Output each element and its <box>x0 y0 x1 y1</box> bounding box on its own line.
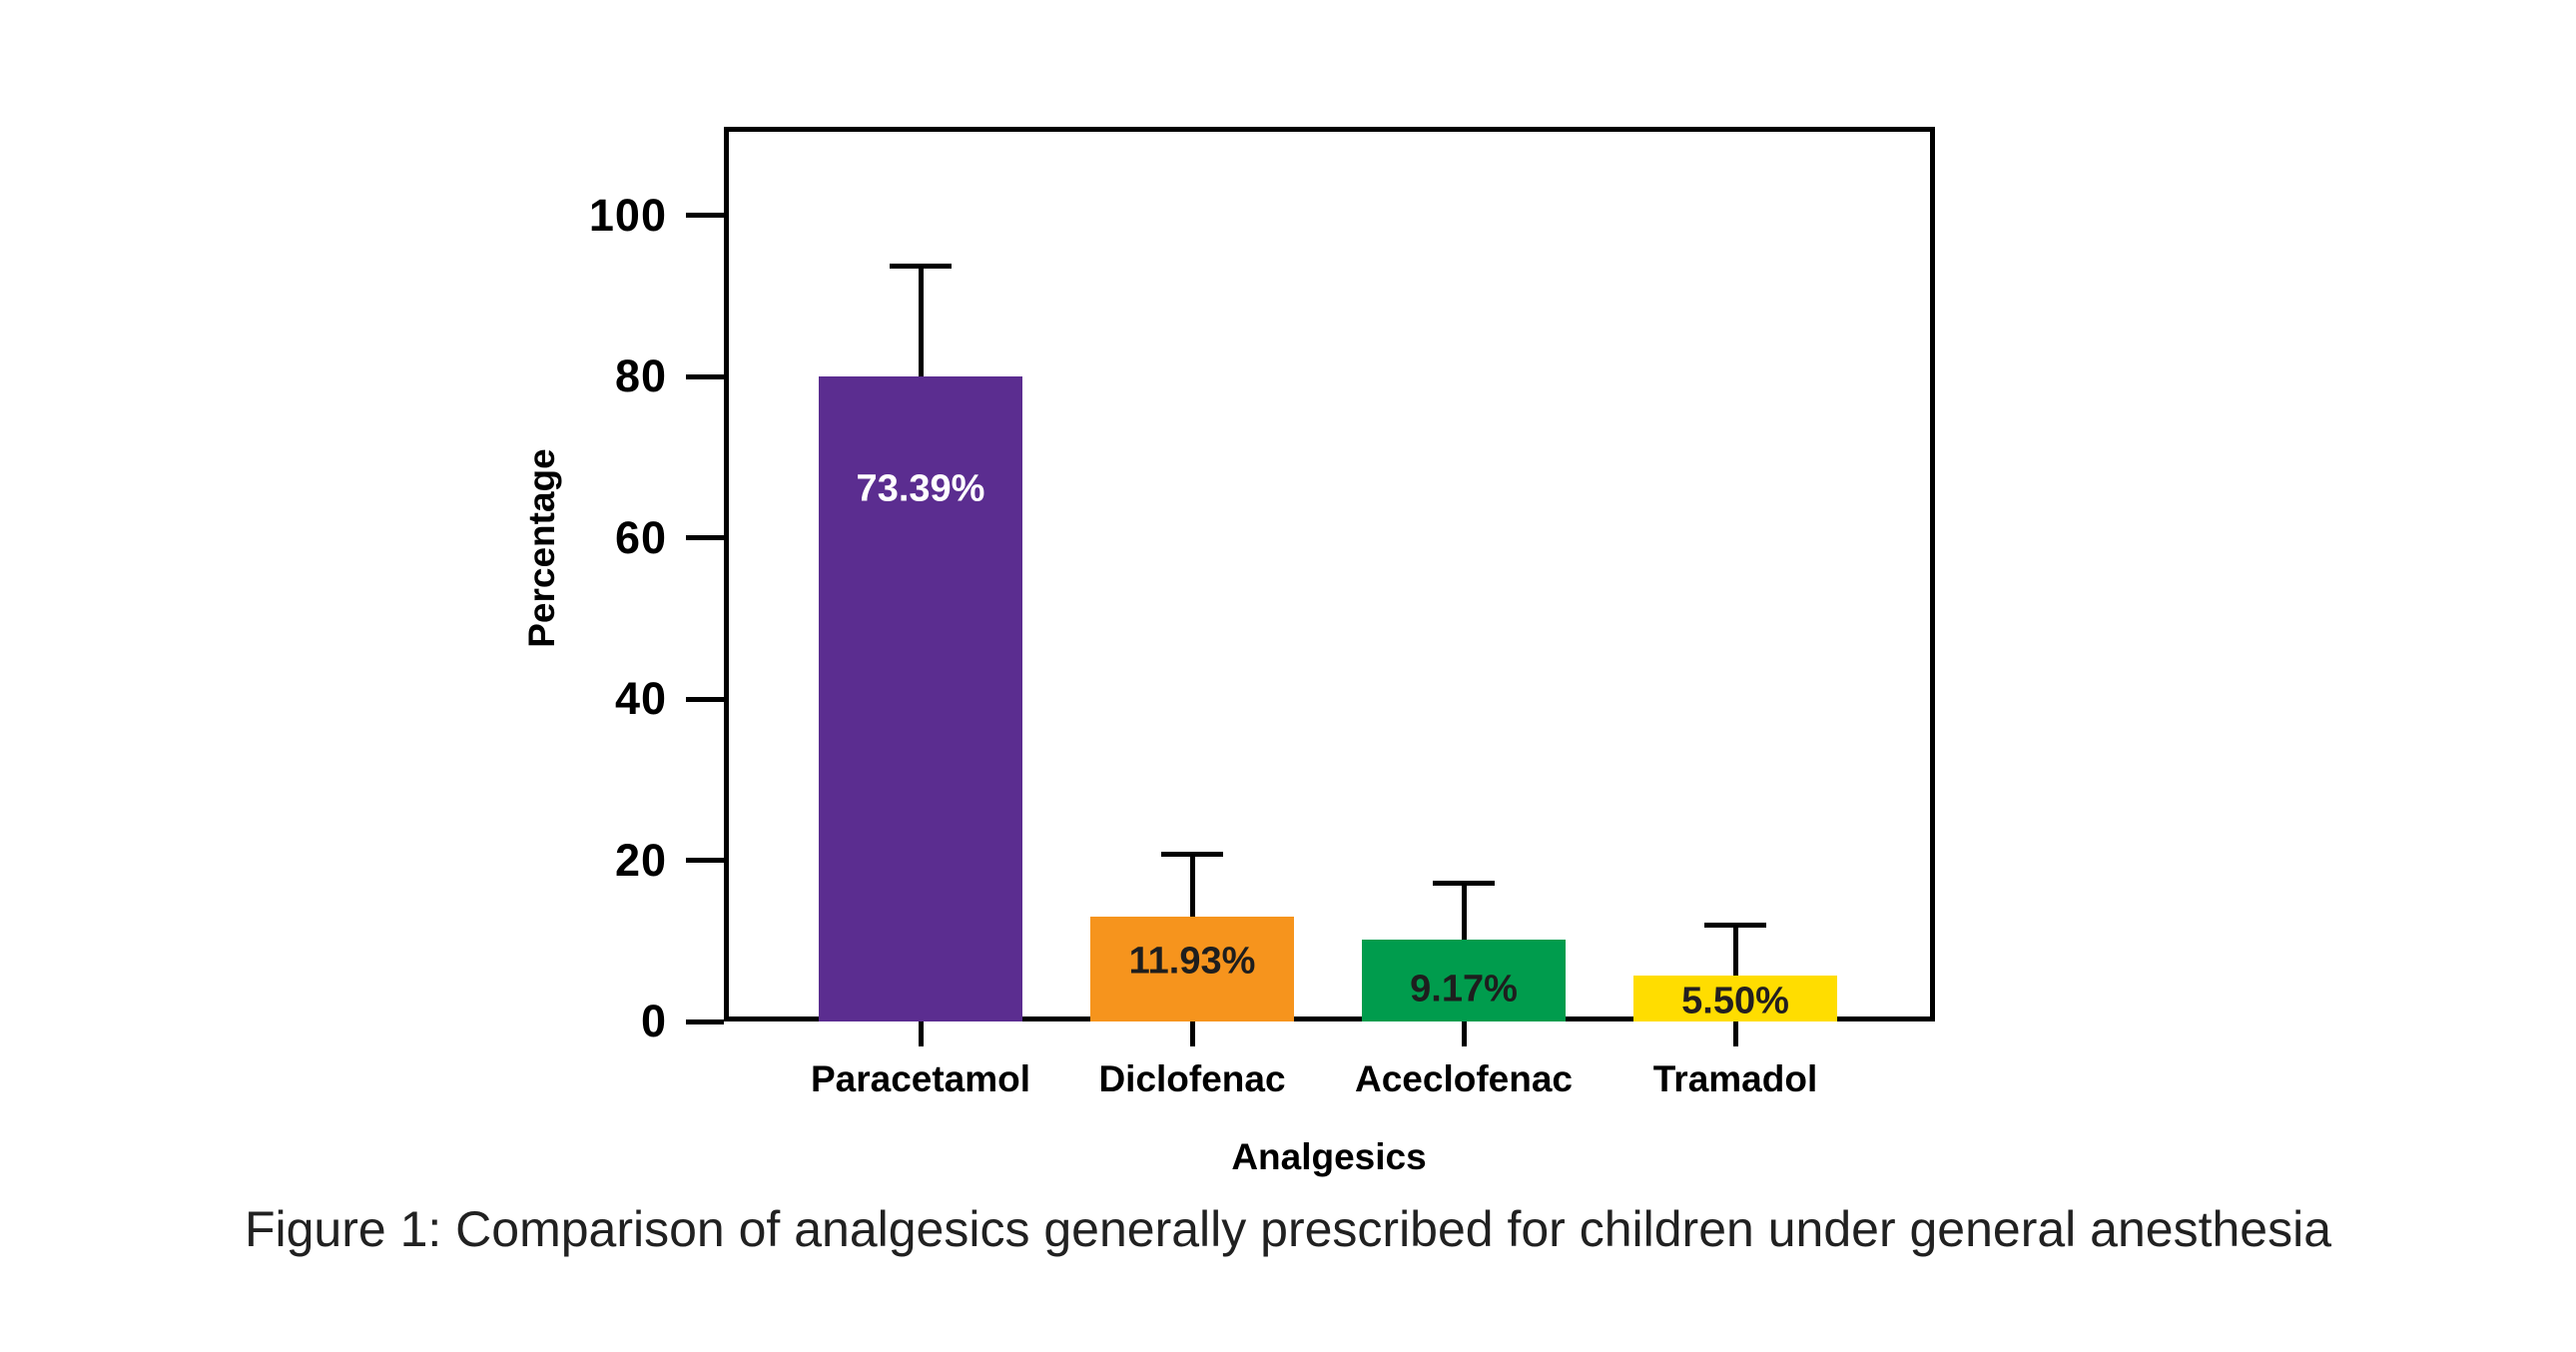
bar-value-label: 73.39% <box>856 467 985 510</box>
x-axis-tick <box>918 1021 924 1046</box>
bar-paracetamol <box>819 376 1022 1021</box>
y-axis-tick-label: 40 <box>614 673 667 725</box>
bar-diclofenac <box>1090 917 1294 1021</box>
x-category-label: Aceclofenac <box>1355 1058 1573 1099</box>
y-axis-tick-label: 80 <box>614 350 667 402</box>
x-category-label: Paracetamol <box>810 1058 1031 1099</box>
y-axis-tick <box>686 696 724 702</box>
x-axis-tick <box>1189 1021 1195 1046</box>
y-axis-tick-label: 60 <box>614 511 667 563</box>
error-bar-line <box>918 266 924 377</box>
x-axis-tick <box>1461 1021 1467 1046</box>
error-bar-cap <box>1704 922 1766 928</box>
y-axis-tick <box>686 1018 724 1024</box>
figure-caption: Figure 1: Comparison of analgesics gener… <box>244 1201 2332 1257</box>
error-bar-cap <box>890 264 952 270</box>
bar-value-label: 5.50% <box>1681 980 1789 1022</box>
bar-aceclofenac <box>1362 939 1566 1021</box>
error-bar-line <box>1189 854 1195 918</box>
error-bar-line <box>1732 925 1738 976</box>
error-bar-cap <box>1161 851 1223 857</box>
y-axis-tick <box>686 373 724 379</box>
y-axis-tick-label: 0 <box>640 996 667 1046</box>
y-axis-tick <box>686 535 724 541</box>
y-axis-tick-label: 100 <box>588 189 667 241</box>
y-axis-tick <box>686 213 724 219</box>
bar-value-label: 11.93% <box>1128 940 1256 983</box>
x-category-label: Tramadol <box>1652 1058 1818 1099</box>
y-axis-tick <box>686 858 724 864</box>
x-axis-tick <box>1732 1021 1738 1046</box>
x-axis-title: Analgesics <box>1231 1136 1427 1177</box>
x-category-label: Diclofenac <box>1098 1058 1286 1099</box>
bar-tramadol <box>1633 975 1837 1021</box>
y-axis-tick-label: 20 <box>614 834 667 886</box>
error-bar-line <box>1461 883 1467 940</box>
bar-value-label: 9.17% <box>1410 968 1518 1011</box>
error-bar-cap <box>1433 881 1495 887</box>
